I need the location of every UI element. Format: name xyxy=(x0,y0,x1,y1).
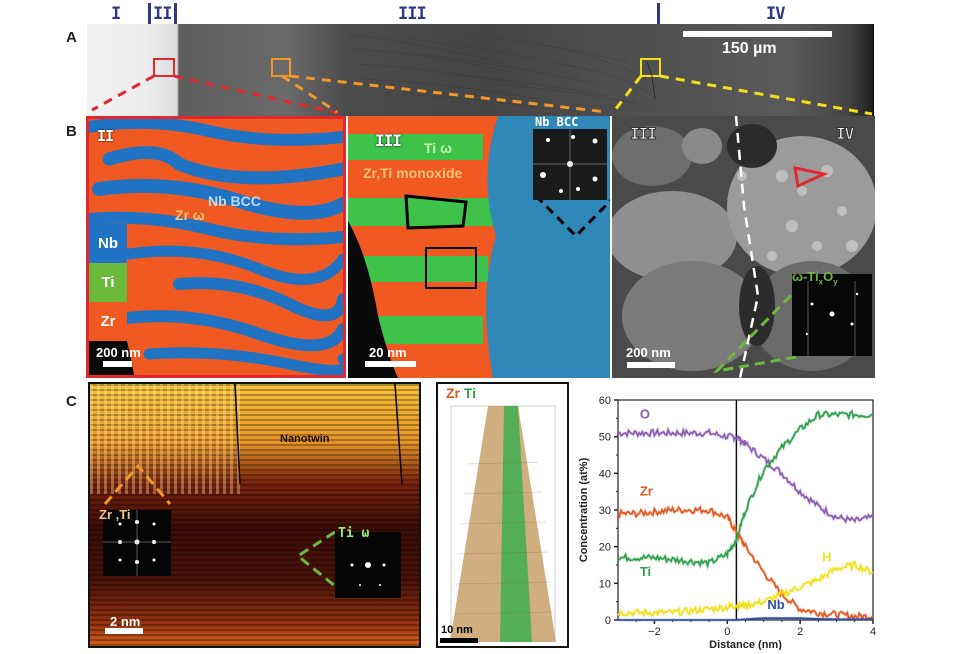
label-zr-omega: Zr ω xyxy=(175,207,205,223)
y-tick-label: 30 xyxy=(599,505,611,517)
series-line-ti xyxy=(617,409,873,569)
panel-b1-eds-map xyxy=(86,116,346,378)
scale-bar-label: 200 nm xyxy=(96,345,141,360)
fft-inset-nb-bcc xyxy=(533,129,607,200)
panel-label-b: B xyxy=(66,123,77,140)
label-sub-x: x xyxy=(818,277,824,287)
legend-ti: Ti xyxy=(89,263,127,302)
apt-tip xyxy=(450,405,556,642)
scale-bar xyxy=(683,31,832,37)
y-tick-label: 20 xyxy=(599,542,611,554)
x-tick-label: −2 xyxy=(648,626,661,638)
x-tick-label: 4 xyxy=(870,626,876,638)
scale-bar-label: 20 nm xyxy=(369,345,407,360)
series-label-o: O xyxy=(640,406,650,421)
label-part: ω-Ti xyxy=(792,269,819,284)
legend-zr: Zr xyxy=(89,302,127,341)
panel-a-sem-image xyxy=(87,24,874,116)
series-line-o xyxy=(617,427,874,524)
x-tick-label: 2 xyxy=(797,626,803,638)
label-ti-omega: Ti ω xyxy=(424,140,452,156)
fft-label-ti-omega: Ti ω xyxy=(338,526,370,541)
legend-ti: Ti xyxy=(463,385,477,401)
lamella-pattern xyxy=(89,119,343,375)
scale-bar xyxy=(105,628,143,634)
scale-bar-label: 200 nm xyxy=(626,345,671,360)
series-label-h: H xyxy=(822,549,831,564)
series-line-nb xyxy=(618,617,873,621)
element-legend: Nb Ti Zr xyxy=(89,224,127,341)
series-label-ti: Ti xyxy=(640,564,651,579)
hrtem-overlay xyxy=(103,384,403,598)
zone-label-ii: II xyxy=(153,4,173,24)
fft-label-nb-bcc: Nb BCC xyxy=(535,115,579,129)
panel-c2-apt-reconstruction xyxy=(436,382,569,648)
zone-label-iii: III xyxy=(398,4,427,24)
panel-label-a: A xyxy=(66,29,77,46)
panel-a-overlay xyxy=(91,33,873,116)
series-label-nb: Nb xyxy=(767,597,784,612)
zone-divider xyxy=(657,3,660,25)
x-axis-label: Distance (nm) xyxy=(709,639,782,650)
series-line-zr xyxy=(617,505,874,622)
y-tick-label: 0 xyxy=(605,615,611,627)
zone-label-i: I xyxy=(111,4,121,24)
zone-divider xyxy=(148,3,151,25)
scale-bar-label: 2 nm xyxy=(110,614,141,629)
fft-label-omega-tixoy: ω-TixOy xyxy=(792,269,838,287)
label-nb-bcc: Nb BCC xyxy=(208,193,261,209)
label-nanotwin: Nanotwin xyxy=(280,433,330,445)
label-sub-y: y xyxy=(833,277,838,287)
apt-legend: Zr Ti xyxy=(446,385,476,401)
scale-bar xyxy=(103,361,132,367)
lattice-fringes xyxy=(90,384,240,494)
chart-plot: 0 10 20 30 40 50 60 −2 0 2 4 Distance (nm) Concentra… xyxy=(578,395,876,650)
label-part: O xyxy=(823,269,834,284)
panel-label-c: C xyxy=(66,393,77,410)
y-tick-label: 10 xyxy=(599,578,611,590)
series-label-zr: Zr xyxy=(640,483,653,498)
label-zr-ti-monoxide: Zr,Ti monoxide xyxy=(363,165,463,181)
stem-texture xyxy=(612,116,875,378)
scale-bar-label: 150 µm xyxy=(722,40,777,57)
series-line-h xyxy=(617,560,874,618)
zone-label-ii: II xyxy=(97,127,114,145)
legend-nb: Nb xyxy=(89,224,127,263)
concentration-chart: 0 10 20 30 40 50 60 −2 0 2 4 Distance (nm) Concentra… xyxy=(575,385,885,650)
scale-bar xyxy=(440,638,478,643)
legend-zr: Zr xyxy=(446,385,460,401)
scale-bar xyxy=(365,361,416,367)
y-tick-label: 50 xyxy=(599,432,611,444)
y-tick-label: 40 xyxy=(599,468,611,480)
zone-label-iii: III xyxy=(630,124,658,144)
y-tick-label: 60 xyxy=(599,395,611,407)
fft-pattern xyxy=(533,129,607,200)
scale-bar-label: 10 nm xyxy=(441,624,473,636)
zone-label-iii: III xyxy=(375,131,402,150)
zone-label-iv: IV xyxy=(835,124,854,144)
panel-b3-stem-image xyxy=(612,116,875,378)
panel-c1-hrtem-image xyxy=(88,382,421,648)
fft-label-zr-ti: Zr ,Ti xyxy=(99,507,131,522)
y-axis-label: Concentration (at%) xyxy=(578,457,590,562)
zone-divider xyxy=(174,3,177,25)
x-tick-label: 0 xyxy=(724,626,730,638)
scale-bar xyxy=(627,362,675,368)
zone-label-iv: IV xyxy=(766,4,786,24)
